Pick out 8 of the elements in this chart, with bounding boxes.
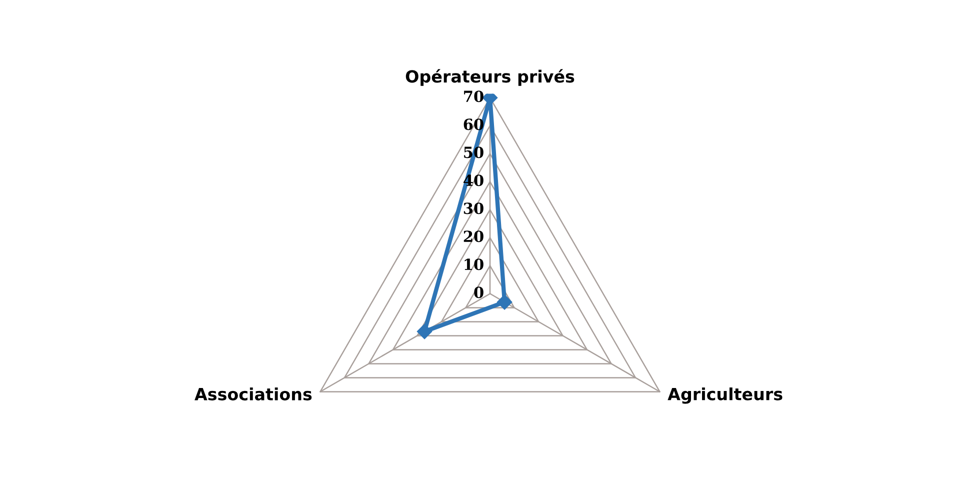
y-tick-label: 30: [464, 202, 484, 214]
spoke-label: Associations: [194, 388, 312, 400]
y-tick-label: 20: [464, 230, 484, 242]
spoke-label: Agriculteurs: [668, 387, 782, 404]
spoke-label: Opérateurs privés: [406, 69, 574, 86]
y-tick-label: 10: [464, 258, 484, 270]
y-tick-label: 0: [474, 286, 484, 298]
y-tick-label: 70: [464, 90, 484, 102]
